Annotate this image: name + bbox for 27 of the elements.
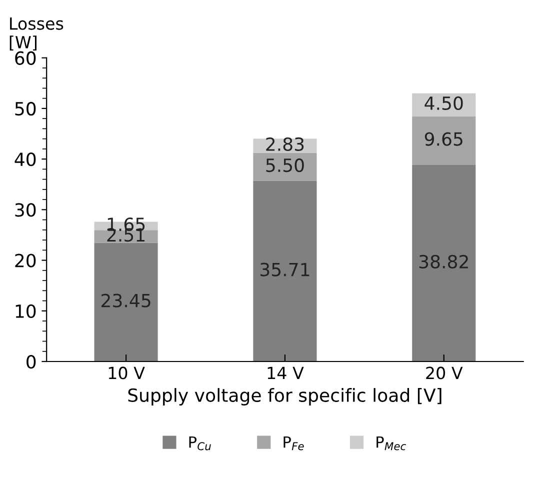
legend-label: P$_{Cu}$ bbox=[189, 436, 211, 450]
bar bbox=[412, 116, 476, 166]
y-tick-label: 20 bbox=[15, 254, 36, 268]
x-axis-title: Supply voltage for specific load [V] bbox=[128, 388, 442, 406]
bar bbox=[253, 152, 317, 181]
data-label: 5.50 bbox=[266, 158, 304, 172]
data-label: 23.45 bbox=[102, 294, 150, 308]
y-tick-label: 60 bbox=[15, 51, 36, 65]
bar bbox=[253, 180, 317, 362]
data-label: 9.65 bbox=[424, 132, 462, 146]
x-tick-label: 14 V bbox=[268, 366, 304, 380]
data-label: 4.50 bbox=[424, 96, 463, 110]
data-label: 35.71 bbox=[260, 262, 310, 276]
y-tick-label: 40 bbox=[14, 152, 36, 166]
y-tick-label: 30 bbox=[15, 203, 36, 217]
y-tick-label: 50 bbox=[15, 102, 36, 116]
legend-label: P$_{Fe}$ bbox=[284, 436, 304, 450]
x-tick-label: 10 V bbox=[108, 366, 145, 380]
y-tick-label: 0 bbox=[26, 354, 36, 369]
data-label: 2.83 bbox=[266, 137, 304, 152]
data-label: 38.82 bbox=[419, 254, 468, 269]
x-tick-label: 20 V bbox=[426, 366, 463, 380]
bar bbox=[412, 165, 476, 362]
legend-label: P$_{Mec}$ bbox=[376, 436, 406, 450]
bar bbox=[94, 242, 158, 362]
y-tick-label: 10 bbox=[16, 304, 36, 318]
y-axis-title: Losses [W] bbox=[10, 17, 64, 50]
